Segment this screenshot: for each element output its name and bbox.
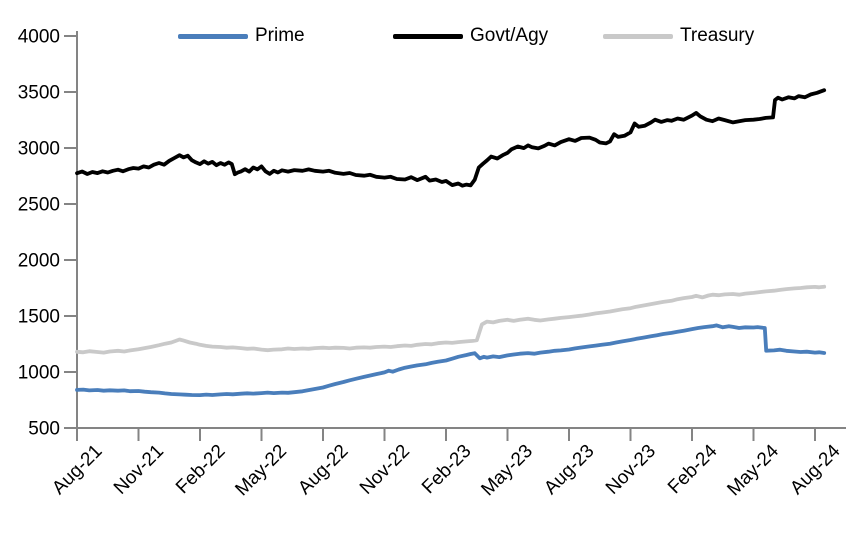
- chart-legend: Prime Govt/Agy Treasury: [0, 22, 852, 50]
- series-line-treasury: [75, 284, 827, 355]
- x-tick-label: May-24: [723, 440, 783, 500]
- legend-label-govt-agy: Govt/Agy: [470, 25, 549, 46]
- y-tick-label: 2500: [18, 195, 60, 216]
- y-tick-label: 3500: [18, 83, 60, 104]
- x-tick-label: Nov-21: [110, 441, 168, 499]
- y-tick-label: 1500: [18, 307, 60, 328]
- x-tick-label: Feb-23: [418, 441, 475, 498]
- x-tick-label: May-22: [231, 441, 291, 501]
- y-tick-label: 2000: [18, 251, 60, 272]
- x-tick-label: Aug-21: [48, 441, 106, 499]
- x-tick-label: May-23: [477, 441, 537, 501]
- x-tick-label: Feb-24: [664, 440, 722, 498]
- legend-label-treasury: Treasury: [680, 25, 755, 46]
- legend-item-treasury: Treasury: [603, 22, 754, 50]
- series-line-govt-agy: [75, 88, 827, 188]
- legend-item-govt-agy: Govt/Agy: [393, 22, 548, 50]
- x-tick-label: Nov-23: [602, 441, 660, 499]
- series-line-prime: [75, 323, 827, 397]
- govt-agy-line-swatch: [393, 33, 463, 39]
- legend-item-prime: Prime: [178, 22, 305, 50]
- treasury-line-swatch: [603, 33, 673, 39]
- y-tick-label: 4000: [18, 27, 60, 48]
- x-tick-label: Feb-22: [172, 441, 229, 498]
- y-tick-label: 500: [28, 419, 60, 440]
- legend-label-prime: Prime: [255, 25, 305, 46]
- x-tick-label: Aug-23: [540, 441, 598, 499]
- x-tick-label: Aug-24: [786, 440, 844, 498]
- x-tick-label: Aug-22: [294, 441, 352, 499]
- prime-line-swatch: [178, 33, 248, 39]
- x-tick-label: Nov-22: [356, 441, 414, 499]
- y-tick-label: 1000: [18, 363, 60, 384]
- y-tick-label: 3000: [18, 139, 60, 160]
